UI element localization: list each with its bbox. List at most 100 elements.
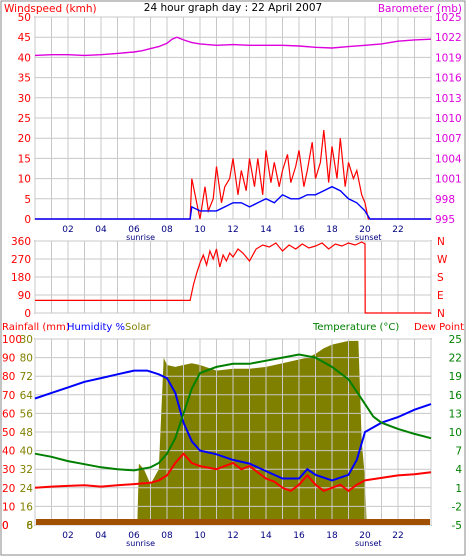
direction-compass-tick-label: W xyxy=(437,254,448,266)
temperature-x-tick-label: 10 xyxy=(194,531,206,541)
temperature-tick-label: 10 xyxy=(449,427,462,439)
barometer-tick-label: 1013 xyxy=(435,93,462,105)
temperature-sunrise-label: sunrise xyxy=(126,539,155,548)
windspeed-tick-label: 25 xyxy=(18,113,31,125)
rainfall-axis-label: Rainfall (mm) xyxy=(2,322,70,333)
direction-degree-tick-label: 270 xyxy=(11,254,31,266)
rainfall-tick-label: 90 xyxy=(2,353,15,365)
humidity-tick-label: 32 xyxy=(20,464,33,476)
wind-x-tick-label: 02 xyxy=(62,225,73,235)
windspeed-tick-label: 40 xyxy=(18,52,31,64)
windspeed-tick-label: 45 xyxy=(18,32,31,44)
dewpoint-axis-label: Dew Point xyxy=(414,322,464,333)
direction-compass-tick-label: S xyxy=(437,272,444,284)
temperature-x-tick-label: 20 xyxy=(359,531,371,541)
windspeed-tick-label: 5 xyxy=(24,194,31,206)
wind-x-tick-label: 06 xyxy=(128,225,140,235)
humidity-line xyxy=(34,369,432,482)
barometer-tick-label: 1016 xyxy=(435,73,462,85)
wind-x-tick-label: 18 xyxy=(326,225,338,235)
humidity-tick-label: 8 xyxy=(26,520,33,532)
windspeed-axis-label: Windspeed (kmh) xyxy=(4,3,97,15)
direction-degree-tick-label: 0 xyxy=(24,308,31,320)
rainfall-tick-label: 100 xyxy=(2,334,22,346)
wind-x-tick-label: 16 xyxy=(293,225,305,235)
barometer-tick-label: 1010 xyxy=(435,113,462,125)
wind-sunrise-label: sunrise xyxy=(126,233,155,242)
barometer-axis-label: Barometer (mb) xyxy=(378,3,462,15)
temperature-x-tick-label: 18 xyxy=(326,531,338,541)
wind-x-tick-label: 22 xyxy=(392,225,403,235)
temperature-x-tick-label: 08 xyxy=(161,531,173,541)
rainfall-tick-label: 60 xyxy=(2,408,15,420)
temperature-tick-label: 13 xyxy=(449,408,462,420)
wind-x-tick-label: 04 xyxy=(95,225,107,235)
rainfall-tick-label: 30 xyxy=(2,464,15,476)
barometer-tick-label: 1001 xyxy=(435,174,462,186)
wind-x-tick-label: 20 xyxy=(359,225,371,235)
temperature-tick-label: 19 xyxy=(449,371,462,383)
rainfall-tick-label: 0 xyxy=(2,520,9,532)
rainfall-tick-label: 40 xyxy=(2,446,15,458)
wind-x-tick-label: 08 xyxy=(161,225,173,235)
humidity-tick-label: 24 xyxy=(20,483,34,495)
temperature-line xyxy=(34,353,432,472)
barometer-tick-label: 1004 xyxy=(435,153,462,165)
humidity-tick-label: 80 xyxy=(20,353,33,365)
temperature-x-tick-labels: 02 04 06 08 10 12 14 16 18 20 22 xyxy=(62,531,403,541)
humidity-tick-label: 16 xyxy=(20,501,34,513)
direction-degree-tick-label: 360 xyxy=(11,236,31,248)
windspeed-tick-label: 35 xyxy=(18,73,31,85)
temperature-tick-label: 22 xyxy=(449,353,462,365)
barometer-tick-label: 1019 xyxy=(435,52,462,64)
average-wind-line xyxy=(35,185,431,220)
windspeed-tick-label: 15 xyxy=(18,153,31,165)
rainfall-tick-label: 10 xyxy=(2,501,15,513)
humidity-tick-labels: 86 16 24 32 40 48 56 64 72 80 30 xyxy=(20,334,34,532)
temperature-axis-label: Temperature (°C) xyxy=(312,322,399,333)
windspeed-tick-label: 0 xyxy=(24,214,31,226)
temperature-x-tick-label: 06 xyxy=(128,531,140,541)
wind-grid xyxy=(34,16,432,220)
rainfall-tick-label: 80 xyxy=(2,371,15,383)
windspeed-tick-labels: 0 5 10 15 20 25 30 35 40 45 50 xyxy=(18,12,31,226)
wind-direction-line xyxy=(35,241,431,314)
direction-degree-tick-labels: 0 90 180 270 360 xyxy=(11,236,31,320)
temperature-tick-label: -5 xyxy=(452,520,462,532)
rainfall-tick-label: 70 xyxy=(2,390,15,402)
temperature-tick-label: 4 xyxy=(455,464,462,476)
wind-x-tick-label: 12 xyxy=(227,225,238,235)
dewpoint-line xyxy=(34,452,432,493)
temperature-x-tick-label: 16 xyxy=(293,531,305,541)
windspeed-tick-label: 20 xyxy=(18,133,31,145)
rainfall-bar xyxy=(36,519,430,525)
wind-sunset-label: sunset xyxy=(355,233,382,242)
temperature-tick-labels: -5 -2 1 4 7 10 13 16 19 22 25 xyxy=(449,334,463,532)
barometer-tick-label: 1025 xyxy=(435,12,462,24)
temperature-x-tick-label: 02 xyxy=(62,531,73,541)
humidity-tick-label: 72 xyxy=(20,371,33,383)
temperature-tick-label: 1 xyxy=(455,483,462,495)
windspeed-tick-label: 10 xyxy=(18,174,31,186)
wind-x-tick-label: 14 xyxy=(260,225,272,235)
humidity-tick-label: 6 xyxy=(26,520,33,532)
temperature-x-tick-label: 14 xyxy=(260,531,272,541)
rainfall-tick-label: 20 xyxy=(2,483,15,495)
direction-degree-tick-label: 90 xyxy=(18,290,31,302)
humidity-axis-label: Humidity % xyxy=(67,322,125,333)
direction-compass-tick-label: N xyxy=(437,308,445,320)
direction-compass-tick-label: N xyxy=(437,236,445,248)
rainfall-tick-label: 50 xyxy=(2,427,15,439)
temperature-grid xyxy=(34,338,432,526)
barometer-tick-labels: 995 998 1001 1004 1007 1010 1013 1016 1019 1022 10… xyxy=(435,12,462,226)
barometer-tick-label: 1022 xyxy=(435,32,462,44)
wind-x-tick-label: 10 xyxy=(194,225,206,235)
windspeed-tick-label: 30 xyxy=(18,93,31,105)
barometer-tick-label: 998 xyxy=(435,194,455,206)
barometer-tick-label: 995 xyxy=(435,214,455,226)
solar-axis-label: Solar xyxy=(125,322,151,333)
temperature-tick-label: 7 xyxy=(455,446,462,458)
humidity-tick-label: 30 xyxy=(20,334,33,346)
